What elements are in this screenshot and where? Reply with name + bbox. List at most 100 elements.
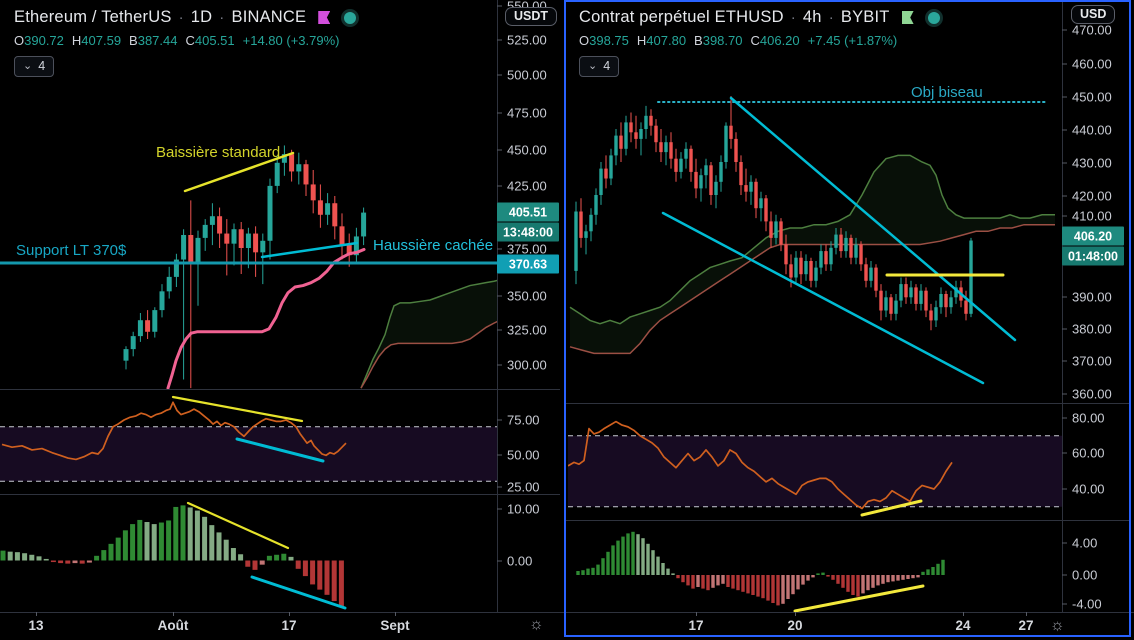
trendline-drawing[interactable] [793, 584, 925, 612]
price-axis-label: 10.00 [507, 501, 540, 517]
axis-tick [497, 5, 502, 7]
left-main-series [0, 145, 497, 389]
flag-icon[interactable] [318, 11, 331, 24]
price-axis-label: 425.00 [507, 178, 547, 194]
axis-tick [1062, 393, 1067, 395]
price-axis-label: 370.00 [1072, 353, 1112, 369]
ohlc-value: 407.59 [81, 33, 122, 48]
right-price-axis[interactable]: 470.00 460.00 450.00 440.00 430.00 420.00 410.… [1062, 0, 1129, 612]
left-exchange[interactable]: BINANCE [231, 8, 307, 26]
right-currency-badge[interactable]: USD [1071, 5, 1116, 24]
price-axis-label: 40.00 [1072, 481, 1105, 497]
right-layers-button[interactable]: ⌄ 4 [579, 56, 620, 77]
price-axis-label: 430.00 [1072, 155, 1112, 171]
axis-tick [1062, 195, 1067, 197]
price-axis-label: 500.00 [507, 67, 547, 83]
trendline-drawing[interactable] [186, 501, 290, 550]
right-symbol-name[interactable]: Contrat perpétuel ETHUSD [579, 8, 784, 26]
axis-tick [497, 185, 502, 187]
axis-tick [497, 112, 502, 114]
trendline-drawing[interactable] [260, 241, 359, 259]
price-axis-label: 0.00 [507, 553, 533, 569]
price-axis-label: 300.00 [507, 357, 547, 373]
right-chart-header: Contrat perpétuel ETHUSD · 4h · BYBIT O 3… [579, 8, 940, 77]
ohlc-change: +7.45 (+1.87%) [807, 33, 898, 48]
title-separator: · [219, 9, 225, 26]
price-axis-label: 420.00 [1072, 188, 1112, 204]
market-status-dot-icon [927, 11, 940, 24]
price-axis-label: 25.00 [507, 479, 540, 495]
title-separator: · [790, 9, 796, 26]
time-axis-label: 13 [28, 618, 44, 633]
axis-tick [1062, 63, 1067, 65]
time-tick [395, 612, 396, 616]
left-macd-series [0, 501, 347, 610]
left-chart-header: Ethereum / TetherUS · 1D · BINANCE O390.… [14, 8, 357, 77]
left-price-axis[interactable]: 550.00525.00500.00475.00450.00425.00375.… [497, 0, 560, 612]
time-tick [963, 612, 964, 616]
axis-tick [1062, 296, 1067, 298]
ohlc-value: 406.20 [759, 33, 800, 48]
price-axis-label: -4.00 [1072, 596, 1102, 612]
right-interval[interactable]: 4h [802, 8, 822, 26]
left-interval[interactable]: 1D [190, 8, 213, 26]
ohlc-value: 387.44 [137, 33, 178, 48]
price-axis-label: 390.00 [1072, 289, 1112, 305]
annotation-obj-biseau[interactable]: Obj biseau [911, 84, 983, 101]
ohlc-value: 398.70 [702, 33, 743, 48]
time-axis[interactable]: 13 Août 17 Sept 17 20 24 27 [0, 612, 1134, 640]
time-tick [795, 612, 796, 616]
ohlc-key: B [694, 33, 703, 48]
ohlc-value: 405.51 [194, 33, 235, 48]
left-symbol-title[interactable]: Ethereum / TetherUS · 1D · BINANCE [14, 8, 357, 27]
ohlc-key: C [750, 33, 760, 48]
axis-tick [1062, 129, 1067, 131]
right-rsi-series [568, 420, 1062, 517]
price-axis-label: 0.00 [1072, 567, 1098, 583]
ohlc-key: H [71, 33, 82, 48]
time-axis-label: Sept [380, 618, 410, 633]
left-layers-button[interactable]: ⌄ 4 [14, 56, 55, 77]
axis-tick [1062, 488, 1067, 490]
price-badge: 405.51 [497, 202, 559, 222]
axis-tick [497, 329, 502, 331]
right-theme-sun-icon[interactable]: ☼ [1050, 617, 1065, 634]
trendline-drawing[interactable] [661, 211, 985, 385]
ohlc-key: C [185, 33, 195, 48]
flag-icon[interactable] [901, 11, 914, 24]
left-symbol-name[interactable]: Ethereum / TetherUS [14, 8, 172, 26]
ohlc-value: 407.80 [646, 33, 687, 48]
axis-tick [1062, 603, 1067, 605]
trendline-drawing[interactable] [729, 96, 1017, 342]
time-tick [1026, 612, 1027, 616]
price-axis-label: 375.00 [507, 241, 547, 257]
annotation-support-lt[interactable]: Support LT 370$ [16, 242, 127, 259]
title-separator: · [178, 9, 184, 26]
left-theme-sun-icon[interactable]: ☼ [529, 616, 544, 633]
annotation-haussiere-cachee[interactable]: Haussière cachée [373, 237, 494, 254]
trendline-drawing[interactable] [860, 499, 923, 517]
price-axis-label: 80.00 [1072, 410, 1105, 426]
time-axis-label: 17 [281, 618, 297, 633]
ohlc-key: O [579, 33, 590, 48]
price-badge: 406.20 [1062, 226, 1124, 246]
left-currency-badge[interactable]: USDT [505, 7, 558, 26]
axis-tick [1062, 215, 1067, 217]
chevron-down-icon: ⌄ [23, 60, 33, 72]
right-symbol-title[interactable]: Contrat perpétuel ETHUSD · 4h · BYBIT [579, 8, 940, 27]
price-axis-label: 450.00 [507, 142, 547, 158]
axis-tick [497, 419, 502, 421]
trendline-drawing[interactable] [250, 575, 347, 610]
time-axis-label: Août [157, 618, 189, 633]
axis-tick [1062, 360, 1067, 362]
left-pane-divider-2 [0, 494, 560, 495]
time-tick [36, 612, 37, 616]
trendline-drawing[interactable] [171, 395, 304, 423]
time-tick [696, 612, 697, 616]
axis-tick [497, 486, 502, 488]
ohlc-key: B [129, 33, 138, 48]
right-exchange[interactable]: BYBIT [840, 8, 890, 26]
trendline-drawing[interactable] [235, 437, 325, 463]
annotation-baissiere-standard[interactable]: Baissière standard [156, 144, 281, 161]
